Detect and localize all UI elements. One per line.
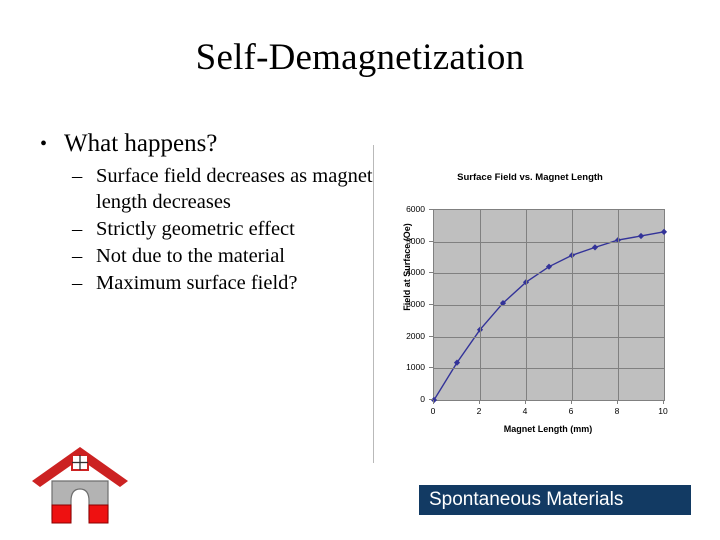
page-title: Self-Demagnetization xyxy=(195,37,525,78)
chart-x-tick-mark xyxy=(617,400,618,404)
chart-y-tick-label: 0 xyxy=(420,394,425,404)
chart-x-tick-label: 10 xyxy=(658,406,668,416)
bullet-text: What happens? xyxy=(64,130,218,157)
chart-x-tick-mark xyxy=(663,400,664,404)
chart-data-point-marker xyxy=(453,359,461,366)
chart-gridline-vertical xyxy=(572,210,573,400)
chart-x-tick-label: 8 xyxy=(614,406,620,416)
footer-banner: Spontaneous Materials xyxy=(419,485,691,515)
magnet-pole-left xyxy=(51,504,72,524)
chart-x-tick-mark xyxy=(479,400,480,404)
chart-y-tick-label: 3000 xyxy=(406,299,425,309)
chart-gridline-horizontal xyxy=(434,241,664,243)
bullet-marker-dash: – xyxy=(72,245,83,267)
chart-gridline-horizontal xyxy=(434,305,664,306)
chart-gridline-horizontal xyxy=(434,368,664,370)
chart-x-tick-mark xyxy=(525,400,526,404)
footer-banner-text: Spontaneous Materials xyxy=(429,489,624,510)
bullet-item-level2: – Surface field decreases as magnet leng… xyxy=(34,163,374,215)
chart-data-point-marker xyxy=(430,396,438,404)
chart-gridline-vertical xyxy=(480,210,481,400)
chart-x-axis-label: Magnet Length (mm) xyxy=(503,424,593,434)
bullet-item-level2: – Not due to the material xyxy=(34,243,374,269)
bullet-text: Not due to the material xyxy=(96,245,285,267)
chart-y-tick-mark xyxy=(429,272,433,274)
bullet-marker-dash: – xyxy=(72,218,83,240)
vertical-divider xyxy=(373,145,374,463)
chart-x-tick-mark xyxy=(433,400,434,404)
chart-series-polyline xyxy=(433,231,665,401)
chart-data-point-marker xyxy=(545,263,553,270)
chart-data-point-marker xyxy=(591,244,599,251)
chart-y-tick-label: 1000 xyxy=(406,362,425,373)
house-magnet-logo-graphic xyxy=(32,447,128,524)
chart-y-tick-label: 6000 xyxy=(406,204,425,214)
chart-y-tick-mark xyxy=(429,367,433,369)
chart-gridline-horizontal xyxy=(434,336,664,338)
chart-plot-area xyxy=(430,209,668,404)
bullet-text: Maximum surface field? xyxy=(96,272,298,294)
bullet-text: Strictly geometric effect xyxy=(96,218,295,240)
chart-gridline-vertical xyxy=(618,210,619,400)
chart-data-point-marker xyxy=(637,232,645,240)
chart-y-tick-mark xyxy=(429,304,433,305)
chart-data-point-marker xyxy=(499,300,507,307)
chart-y-tick-mark xyxy=(429,399,433,400)
chart-y-tick-label: 5000 xyxy=(406,235,425,246)
bullet-marker-dash: – xyxy=(72,165,83,187)
bullet-marker-dot: • xyxy=(40,133,48,155)
bullet-text: Surface field decreases as magnet length… xyxy=(96,165,373,213)
chart-x-tick-label: 0 xyxy=(430,406,436,416)
chart-y-tick-label: 4000 xyxy=(406,267,425,278)
bullet-item-level1: • What happens? xyxy=(34,128,374,160)
chart-surface-field-vs-magnet-length: Surface Field vs. Magnet Length Field at… xyxy=(380,166,680,446)
house-magnet-logo xyxy=(28,443,132,535)
bullet-list: • What happens? – Surface field decrease… xyxy=(34,128,374,297)
chart-gridline-vertical xyxy=(526,210,527,400)
chart-gridline-horizontal xyxy=(434,273,664,275)
bullet-item-level2: – Maximum surface field? xyxy=(34,270,374,296)
chart-y-tick-mark xyxy=(429,209,433,210)
chart-x-tick-label: 2 xyxy=(476,406,482,416)
bullet-item-level2: – Strictly geometric effect xyxy=(34,216,374,242)
magnet-pole-right xyxy=(88,504,109,524)
chart-x-tick-label: 4 xyxy=(522,406,528,416)
chart-title: Surface Field vs. Magnet Length xyxy=(457,172,603,183)
chart-data-point-marker xyxy=(660,228,668,235)
chart-x-tick-label: 6 xyxy=(568,406,574,416)
chart-y-tick-label: 2000 xyxy=(406,330,425,341)
chart-y-tick-mark xyxy=(429,335,433,337)
chart-y-tick-mark xyxy=(429,240,433,242)
bullet-marker-dash: – xyxy=(72,272,83,294)
chart-x-tick-mark xyxy=(571,400,572,404)
